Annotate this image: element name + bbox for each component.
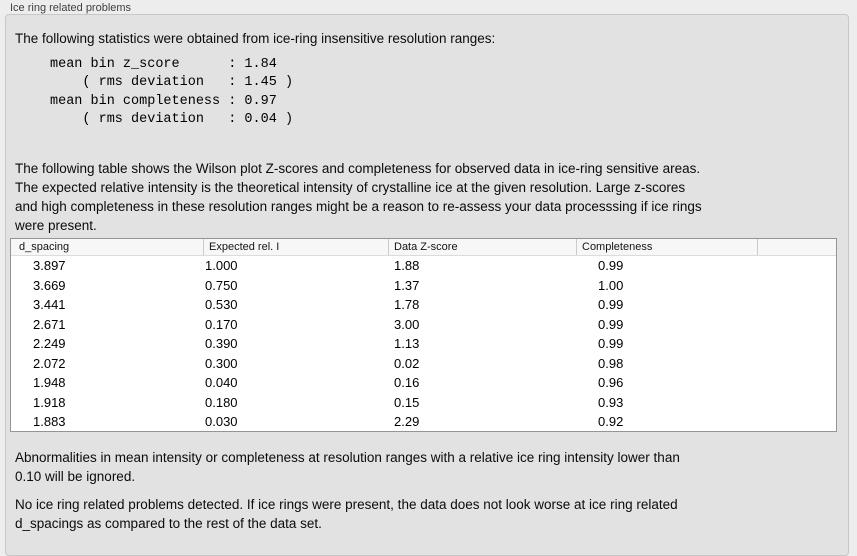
table-cell: 0.99 [598, 297, 624, 313]
table-row[interactable]: 2.249 0.390 1.13 0.99 [11, 334, 836, 354]
table-cell: 0.99 [598, 258, 624, 274]
table-cell: 1.948 [33, 375, 66, 391]
table-cell: 3.00 [394, 316, 420, 332]
table-cell: 0.98 [598, 355, 624, 371]
table-cell: 2.072 [33, 355, 66, 371]
table-row[interactable]: 3.669 0.750 1.37 1.00 [11, 276, 836, 296]
table-cell: 1.883 [33, 414, 66, 430]
table-cell: 0.170 [205, 316, 238, 332]
table-cell: 0.180 [205, 394, 238, 410]
table-cell: 2.29 [394, 414, 420, 430]
table-row[interactable]: 3.897 1.000 1.88 0.99 [11, 256, 836, 276]
group-box: The following statistics were obtained f… [5, 14, 849, 556]
table-cell: 1.78 [394, 297, 420, 313]
table-cell: 0.15 [394, 394, 420, 410]
table-cell: 1.37 [394, 277, 420, 293]
column-header-d-spacing[interactable]: d_spacing [19, 241, 70, 253]
group-box-title: Ice ring related problems [10, 2, 132, 14]
table-cell [757, 412, 836, 432]
conclusion-text: No ice ring related problems detected. I… [15, 497, 678, 531]
table-cell [757, 315, 836, 335]
ice-ring-panel: Ice ring related problems The following … [5, 2, 849, 556]
column-header-expected-rel-i[interactable]: Expected rel. I [203, 239, 388, 255]
table-cell: 0.300 [205, 355, 238, 371]
table-cell [757, 393, 836, 413]
table-cell [757, 334, 836, 354]
table-cell: 0.16 [394, 375, 420, 391]
table-cell: 0.040 [205, 375, 238, 391]
table-cell: 0.99 [598, 336, 624, 352]
table-cell: 0.030 [205, 414, 238, 430]
table-cell: 0.390 [205, 336, 238, 352]
table-cell: 2.671 [33, 316, 66, 332]
column-header-completeness[interactable]: Completeness [576, 239, 757, 255]
table-cell [757, 276, 836, 296]
table-cell: 0.530 [205, 297, 238, 313]
table-cell: 0.92 [598, 414, 624, 430]
intro-text: The following statistics were obtained f… [15, 31, 496, 46]
table-cell: 0.93 [598, 394, 624, 410]
table-row[interactable]: 2.671 0.170 3.00 0.99 [11, 315, 836, 335]
table-cell: 1.918 [33, 394, 66, 410]
table-cell: 1.88 [394, 258, 420, 274]
column-header-data-z-score[interactable]: Data Z-score [388, 239, 576, 255]
table-cell: 3.669 [33, 277, 66, 293]
table-row[interactable]: 3.441 0.530 1.78 0.99 [11, 295, 836, 315]
table-cell: 2.249 [33, 336, 66, 352]
ice-ring-table[interactable]: d_spacing Expected rel. I Data Z-score C… [10, 238, 837, 432]
table-cell: 1.13 [394, 336, 420, 352]
table-cell: 3.441 [33, 297, 66, 313]
table-row[interactable]: 2.072 0.300 0.02 0.98 [11, 354, 836, 374]
table-description-text: The following table shows the Wilson plo… [15, 161, 702, 233]
table-cell: 1.000 [205, 258, 238, 274]
table-cell: 0.750 [205, 277, 238, 293]
table-cell: 0.99 [598, 316, 624, 332]
ignore-note-text: Abnormalities in mean intensity or compl… [15, 450, 680, 484]
table-cell [757, 256, 836, 276]
table-cell: 0.02 [394, 355, 420, 371]
table-body: 3.897 1.000 1.88 0.99 3.669 0.750 1.37 1.00 3.44… [11, 256, 836, 432]
table-cell: 3.897 [33, 258, 66, 274]
table-row[interactable]: 1.918 0.180 0.15 0.93 [11, 393, 836, 413]
table-row[interactable]: 1.883 0.030 2.29 0.92 [11, 412, 836, 432]
table-cell [757, 373, 836, 393]
table-row[interactable]: 1.948 0.040 0.16 0.96 [11, 373, 836, 393]
table-cell [757, 295, 836, 315]
table-cell [757, 354, 836, 374]
column-header-empty [757, 239, 836, 255]
table-cell: 1.00 [598, 277, 624, 293]
table-cell: 0.96 [598, 375, 624, 391]
table-header-row: d_spacing Expected rel. I Data Z-score C… [11, 239, 836, 256]
stats-block: mean bin z_score : 1.84 ( rms deviation … [50, 57, 294, 128]
